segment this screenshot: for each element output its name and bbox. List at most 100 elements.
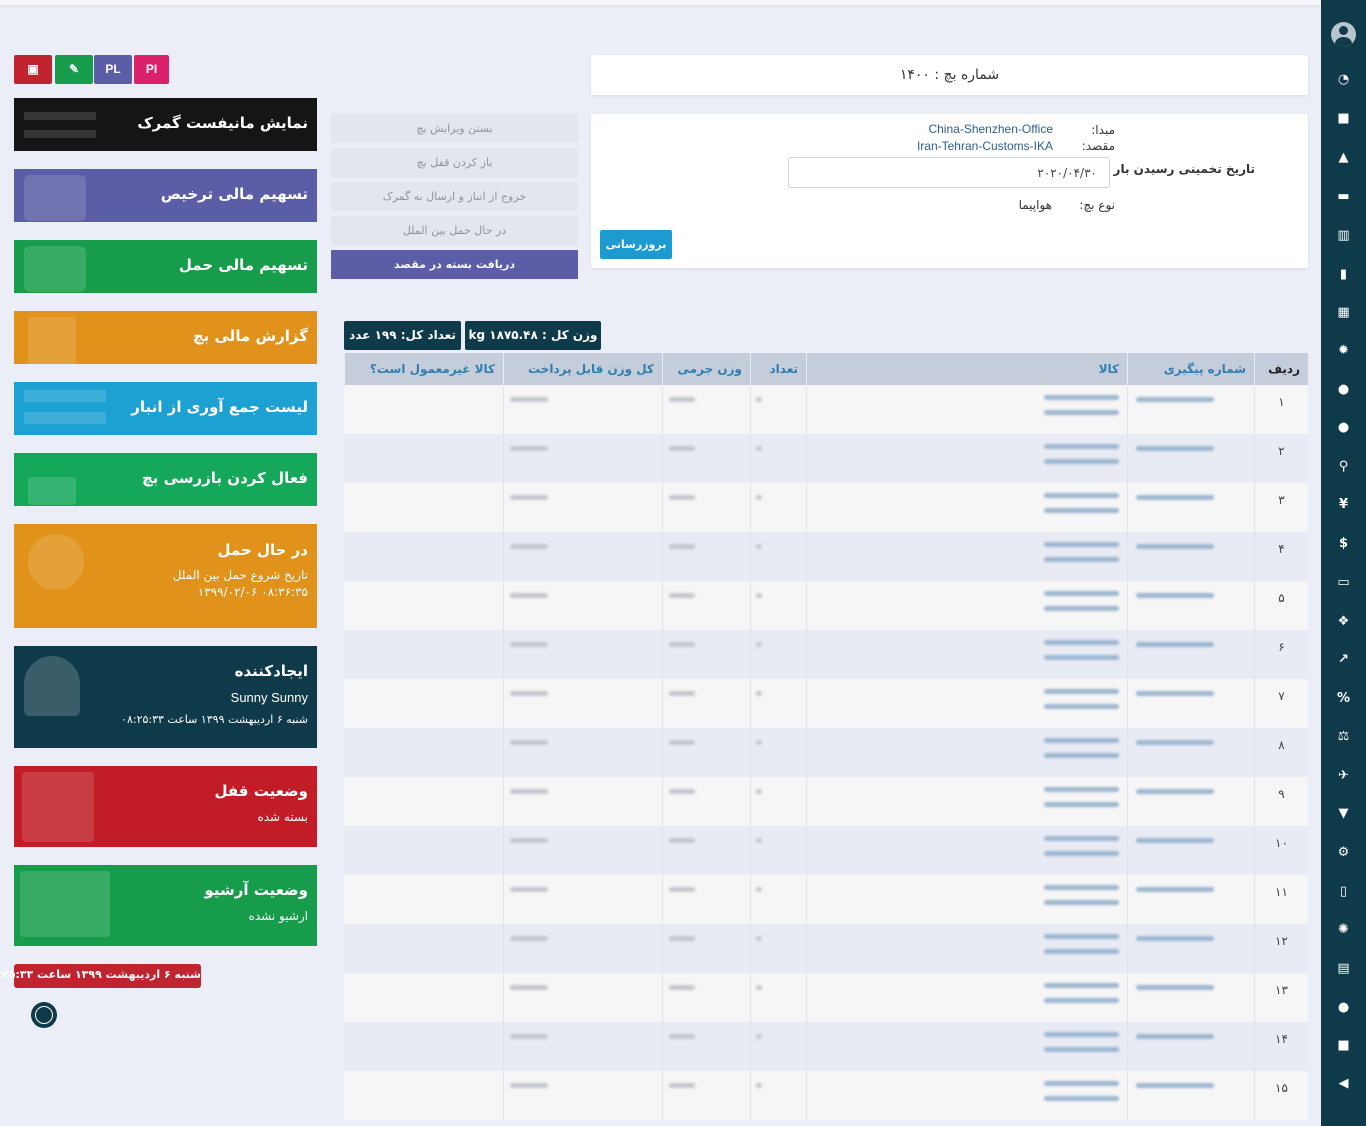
manifest-tile[interactable]: نمایش مانیفست گمرک — [14, 98, 317, 151]
table-row: ۵ — [344, 581, 1308, 630]
user-avatar-icon[interactable] — [1331, 22, 1356, 47]
money-badge[interactable]: ▣ — [14, 55, 52, 84]
table-row: ۱ — [344, 385, 1308, 434]
item-value — [1044, 983, 1119, 988]
pin-icon[interactable]: ▼ — [1338, 806, 1349, 821]
add-circle-icon[interactable] — [31, 1002, 57, 1028]
tag-badge[interactable]: ✎ — [55, 55, 93, 84]
transport-finance-tile[interactable]: تسهیم مالی حمل — [14, 240, 317, 293]
clearance-finance-tile[interactable]: تسهیم مالی ترخیص — [14, 169, 317, 222]
batch-header: شماره بچ : ۱۴۰۰ — [591, 55, 1308, 95]
status-in-transit[interactable]: در حال حمل بین الملل — [331, 216, 578, 245]
dashboard-icon[interactable]: ◔ — [1337, 72, 1350, 87]
yen-icon[interactable]: ¥ — [1338, 497, 1349, 512]
payable-value — [510, 789, 548, 794]
transport-finance-title: تسهیم مالی حمل — [178, 256, 308, 274]
cell-divider — [750, 1071, 751, 1120]
batch-finance-report-title: گزارش مالی بچ — [192, 327, 308, 345]
row-number: ۱۴ — [1254, 1022, 1308, 1071]
warehouse-pick-list-tile[interactable]: لیست جمع آوری از انبار — [14, 382, 317, 435]
payable-value — [510, 985, 548, 990]
gears-icon[interactable]: ⚙ — [1337, 845, 1350, 860]
pi-badge[interactable]: PI — [134, 55, 169, 84]
count-value — [756, 495, 762, 500]
person-icon[interactable]: ▮ — [1339, 267, 1348, 282]
plane-icon[interactable]: ✈ — [1338, 768, 1349, 783]
logout-icon[interactable]: ◀ — [1338, 1076, 1349, 1091]
tracking-value — [1136, 397, 1214, 402]
credit-card-icon[interactable]: ▭ — [1337, 575, 1350, 590]
in-transit-label: تاریخ شروع حمل بین الملل — [172, 568, 308, 582]
mobile-icon[interactable]: ▯ — [1339, 884, 1348, 899]
pl-badge[interactable]: PL — [94, 55, 132, 84]
percent-icon[interactable]: % — [1336, 691, 1351, 706]
warehouse-pick-list-title: لیست جمع آوری از انبار — [131, 398, 308, 416]
tracking-value — [1136, 642, 1214, 647]
cubes-icon[interactable]: ❖ — [1337, 614, 1350, 629]
item-value — [1044, 787, 1119, 792]
col-payable: کل وزن قابل پرداخت — [503, 353, 662, 385]
cell-divider — [750, 1022, 751, 1071]
cell-divider — [1127, 679, 1128, 728]
table-row: ۳ — [344, 483, 1308, 532]
dollar-icon[interactable]: $ — [1338, 536, 1349, 551]
bell-icon[interactable]: ▲ — [1338, 150, 1349, 165]
status-exit-warehouse[interactable]: خروج از انبار و ارسال به گمرک — [331, 182, 578, 211]
item-value — [1044, 606, 1119, 611]
archive-icon[interactable]: ▤ — [1337, 961, 1350, 976]
cell-divider — [750, 385, 751, 434]
eta-date-input[interactable] — [788, 157, 1110, 188]
user-icon[interactable]: ● — [1337, 1000, 1350, 1015]
count-value — [756, 397, 762, 402]
creator-tile: ایجادکننده Sunny Sunny شنبه ۶ اردیبهشت ۱… — [14, 646, 317, 748]
row-number: ۱۱ — [1254, 875, 1308, 924]
status-received-destination[interactable]: دریافت بسته در مقصد — [331, 250, 578, 279]
table-row: ۱۲ — [344, 924, 1308, 973]
folder-icon[interactable]: ■ — [1337, 111, 1350, 126]
search-icon[interactable]: ⚲ — [1338, 459, 1349, 474]
search-location-icon — [28, 534, 84, 590]
cog-icon[interactable]: ✺ — [1338, 922, 1349, 937]
item-value — [1044, 1047, 1119, 1052]
batch-type-value: هواپیما — [1018, 198, 1052, 212]
enable-inspection-tile[interactable]: فعال کردن بازرسی بچ — [14, 453, 317, 506]
inbox-icon[interactable]: ▬ — [1337, 189, 1350, 204]
cell-divider — [1127, 483, 1128, 532]
cell-divider — [750, 924, 751, 973]
lock-status-tile: وضعیت قفل بسته شده — [14, 766, 317, 847]
batch-finance-report-tile[interactable]: گزارش مالی بچ — [14, 311, 317, 364]
building-icon[interactable]: ▦ — [1337, 305, 1350, 320]
cell-divider — [750, 483, 751, 532]
volumetric-value — [669, 838, 695, 843]
database-2-icon[interactable]: ● — [1337, 420, 1350, 435]
volumetric-value — [669, 1083, 695, 1088]
item-value — [1044, 655, 1119, 660]
bug-icon[interactable]: ✹ — [1338, 343, 1349, 358]
lock-icon[interactable]: ■ — [1337, 1038, 1350, 1053]
tracking-value — [1136, 740, 1214, 745]
update-button[interactable]: بروزرسانی — [600, 230, 672, 259]
cell-divider — [750, 532, 751, 581]
scale-icon[interactable]: ⚖ — [1337, 729, 1350, 744]
cell-divider — [662, 777, 663, 826]
cell-divider — [503, 483, 504, 532]
database-icon[interactable]: ● — [1337, 382, 1350, 397]
tag-icon: ✎ — [68, 62, 80, 76]
in-transit-tile: در حال حمل تاریخ شروع حمل بین الملل ۰۸:۳… — [14, 524, 317, 628]
item-value — [1044, 493, 1119, 498]
status-unlock-batch[interactable]: باز کردن قفل بچ — [331, 148, 578, 177]
chart-icon[interactable]: ↗ — [1338, 652, 1349, 667]
cell-divider — [662, 924, 663, 973]
in-transit-date: ۰۸:۳۶:۳۵ ۱۳۹۹/۰۲/۰۶ — [197, 585, 308, 599]
cell-divider — [806, 581, 807, 630]
cell-divider — [1127, 1071, 1128, 1120]
table-row: ۱۴ — [344, 1022, 1308, 1071]
payable-value — [510, 887, 548, 892]
cell-divider — [1127, 1022, 1128, 1071]
cell-divider — [750, 777, 751, 826]
table-row: ۲ — [344, 434, 1308, 483]
barcode-icon[interactable]: ▥ — [1337, 228, 1350, 243]
row-number: ۹ — [1254, 777, 1308, 826]
col-count: تعداد — [750, 353, 806, 385]
status-close-edit[interactable]: بستن ویرایش بچ — [331, 114, 578, 143]
